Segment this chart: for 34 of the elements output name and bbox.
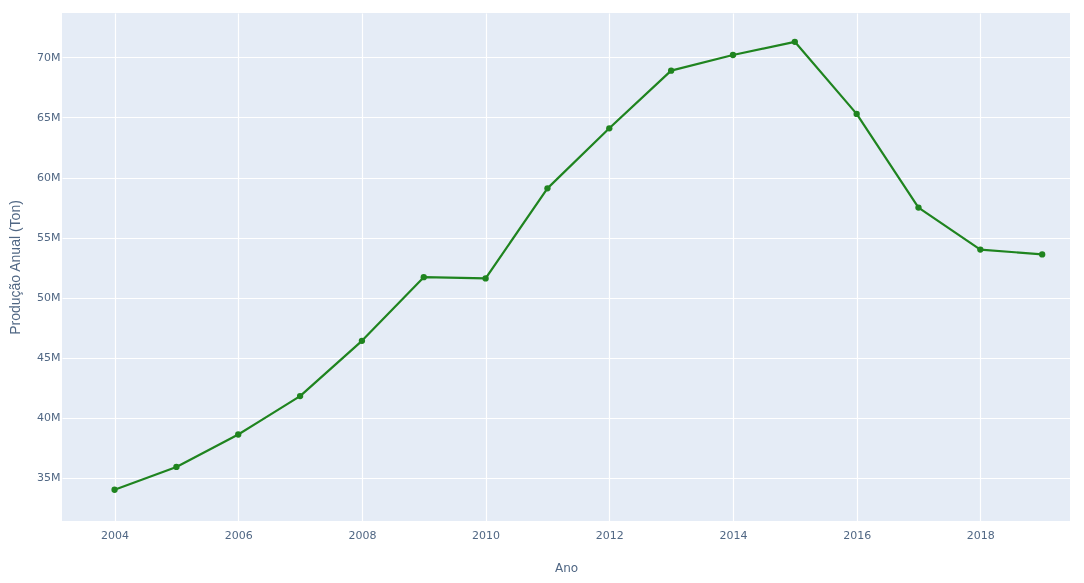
y-tick-label: 35M — [37, 471, 61, 485]
point — [606, 125, 613, 132]
x-tick-label: 2010 — [472, 528, 501, 542]
point — [915, 204, 922, 211]
point — [358, 337, 366, 345]
point — [667, 67, 675, 74]
point — [791, 38, 798, 45]
y-tick-label: 55M — [37, 231, 61, 245]
point — [482, 275, 489, 282]
y-tick-label: 60M — [37, 171, 61, 185]
point — [1039, 251, 1046, 258]
x-tick-label: 2014 — [719, 528, 748, 542]
point — [544, 185, 551, 192]
x-tick-label: 2018 — [966, 528, 995, 542]
point — [977, 246, 984, 253]
x-axis-title: Ano — [554, 560, 579, 575]
y-tick-label: 70M — [37, 50, 61, 64]
x-tick-label: 2008 — [348, 528, 377, 542]
point — [235, 431, 242, 438]
x-tick-label: 2016 — [843, 528, 872, 542]
y-tick-label: 40M — [37, 411, 61, 425]
point — [296, 392, 304, 400]
point — [111, 486, 118, 493]
point — [420, 274, 427, 281]
x-tick-label: 2012 — [595, 528, 624, 542]
y-axis-title: Produção Anual (Ton) — [7, 200, 24, 335]
point — [729, 51, 737, 59]
x-tick-label: 2006 — [224, 528, 253, 542]
y-tick-label: 45M — [37, 351, 61, 365]
point — [173, 463, 180, 471]
y-tick-label: 50M — [37, 291, 61, 305]
x-tick-label: 2004 — [101, 528, 130, 542]
y-tick-label: 65M — [37, 110, 61, 124]
point — [853, 110, 860, 118]
